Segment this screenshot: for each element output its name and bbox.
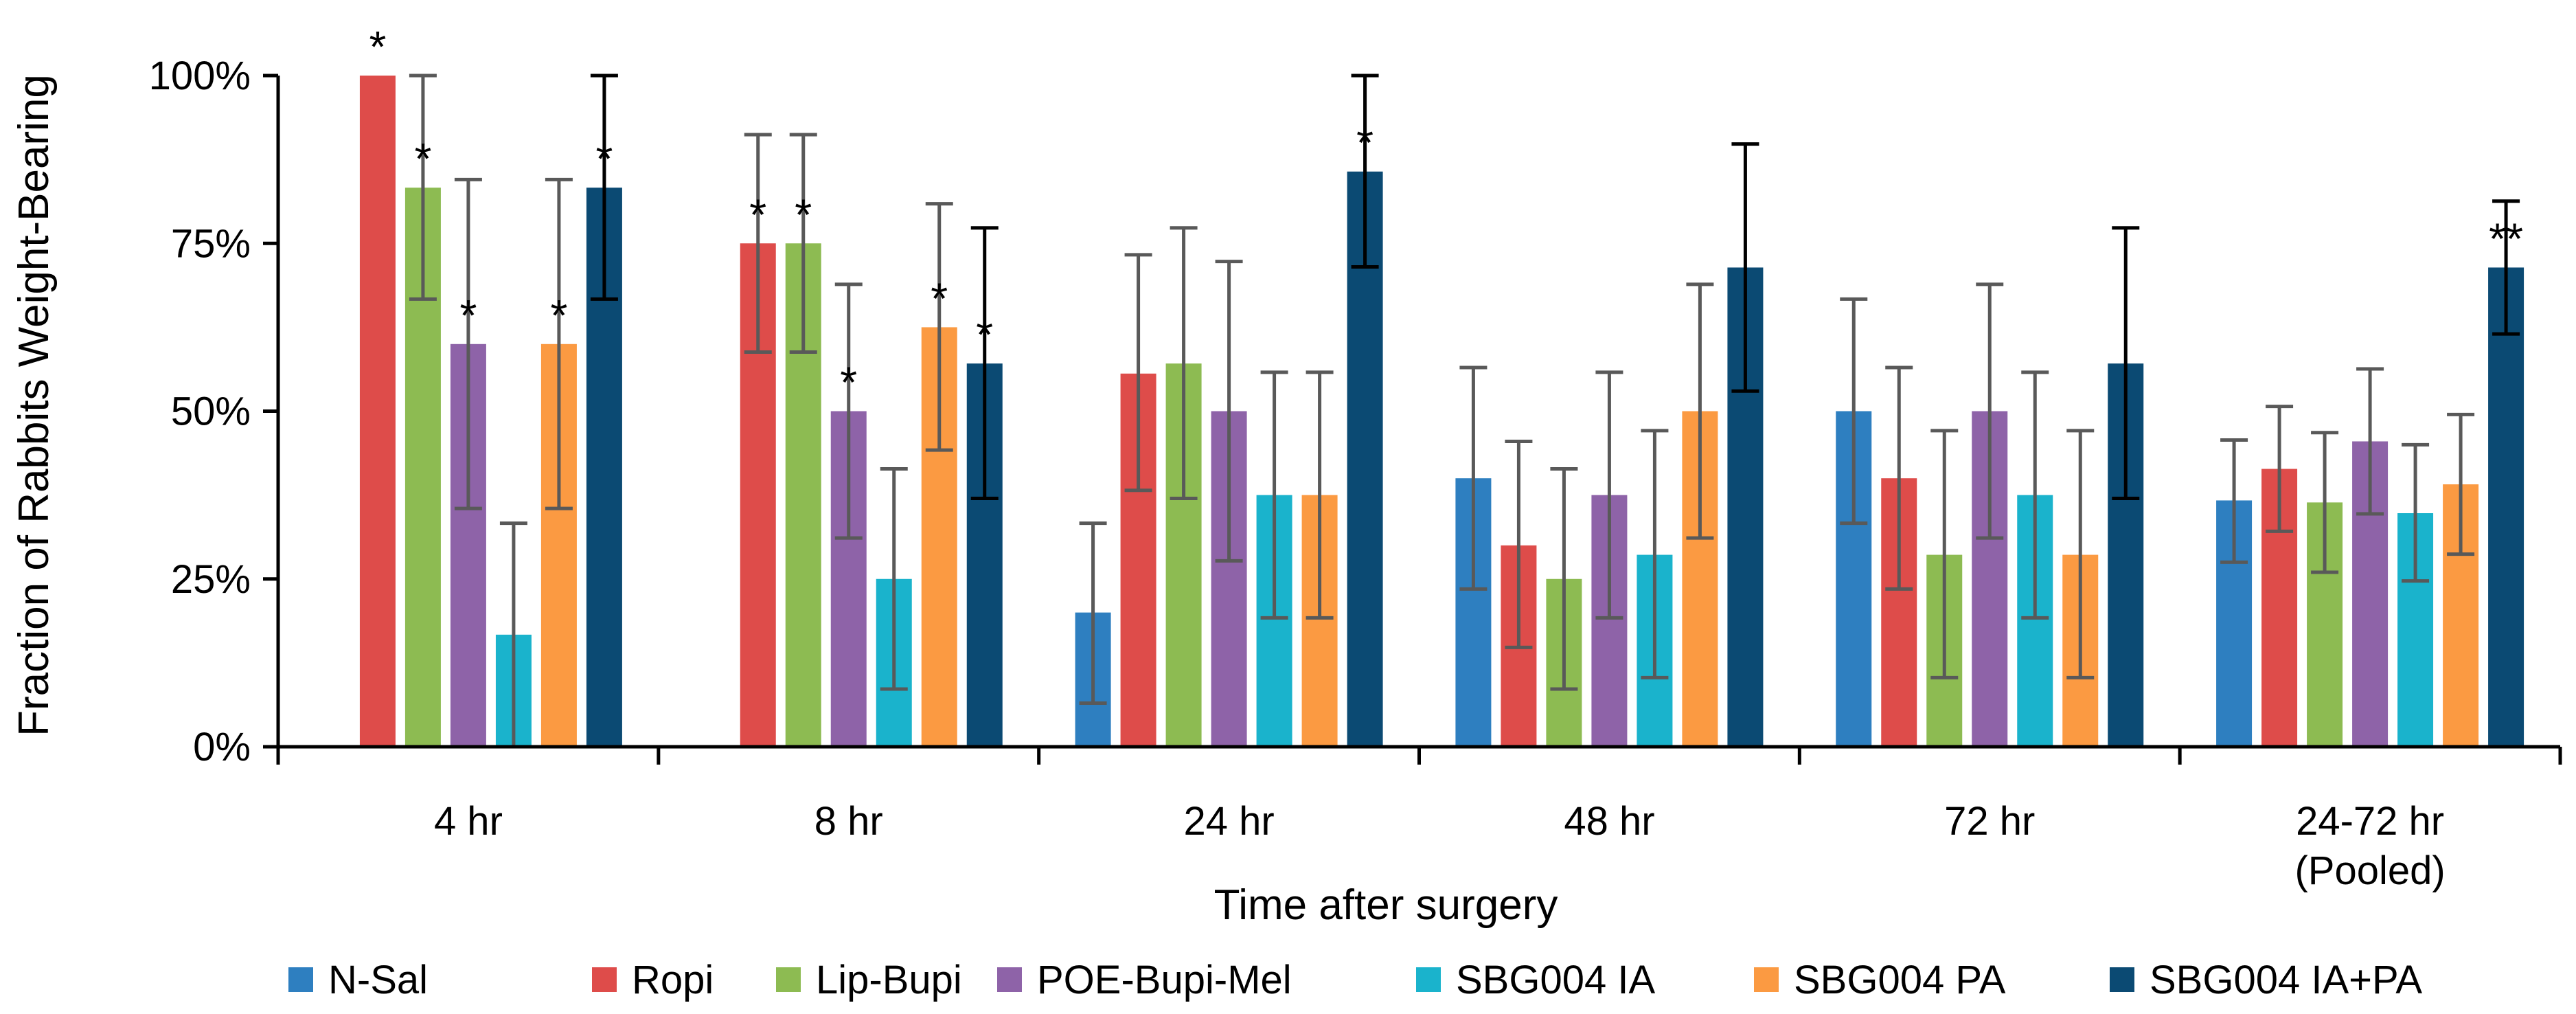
y-tick-label: 50% [171, 390, 251, 434]
x-category-label: (Pooled) [2294, 848, 2445, 893]
y-tick-label: 25% [171, 557, 251, 602]
legend: N-Sal Ropi Lip-Bupi POE-Bupi-Mel SBG004 IA SB… [288, 958, 2422, 1002]
error-bars-layer [409, 74, 2520, 749]
legend-swatch-poe-bupi-mel [997, 967, 1022, 992]
legend-swatch-ropi [592, 967, 617, 992]
bar-ropi [359, 76, 396, 747]
x-category-label: 24 hr [1183, 799, 1274, 844]
legend-swatch-n-sal [288, 967, 313, 992]
bar-sbg004-ia-pa [2488, 267, 2524, 747]
significance-star: * [931, 273, 948, 323]
legend-swatch-sbg004-pa [1754, 967, 1779, 992]
significance-star: * [459, 291, 477, 340]
significance-markers: ******* ****** [369, 22, 2523, 407]
legend-swatch-lip-bupi [776, 967, 801, 992]
significance-star: * [550, 291, 567, 340]
x-category-label: 8 hr [814, 799, 883, 844]
legend-swatch-sbg004-ia [1416, 967, 1441, 992]
legend-label: SBG004 IA+PA [2150, 958, 2422, 1002]
significance-star: * [1356, 118, 1374, 168]
x-category-label: 24-72 hr [2296, 799, 2444, 844]
significance-star: * [976, 310, 993, 359]
bars-layer [359, 76, 2524, 747]
x-category-label: 48 hr [1564, 799, 1654, 844]
x-axis-title: Time after surgery [1214, 881, 1558, 929]
significance-star: * [749, 190, 766, 239]
significance-star: * [595, 134, 613, 183]
legend-label: POE-Bupi-Mel [1037, 958, 1292, 1002]
legend-label: SBG004 PA [1794, 958, 2006, 1002]
significance-star: * [840, 358, 857, 407]
y-tick-label: 75% [171, 221, 251, 266]
significance-star: * [414, 134, 431, 183]
legend-label: Ropi [632, 958, 714, 1002]
x-category-label: 72 hr [1944, 799, 2035, 844]
significance-star: * [795, 190, 812, 239]
y-tick-label: 100% [149, 54, 251, 98]
y-axis-title: Fraction of Rabbits Weight-Bearing [10, 74, 58, 736]
legend-label: SBG004 IA [1456, 958, 1655, 1002]
significance-star: ** [2489, 214, 2523, 263]
x-category-label: 4 hr [434, 799, 503, 844]
axes: 0% 25% 50% 75% 100% 4 hr 8 hr 24 hr 48 hr 72 hr 24… [149, 54, 2562, 893]
legend-label: Lip-Bupi [816, 958, 962, 1002]
y-tick-label: 0% [193, 725, 251, 769]
legend-label: N-Sal [328, 958, 428, 1002]
significance-star: * [369, 22, 386, 71]
legend-swatch-sbg004-ia-pa [2110, 967, 2134, 992]
